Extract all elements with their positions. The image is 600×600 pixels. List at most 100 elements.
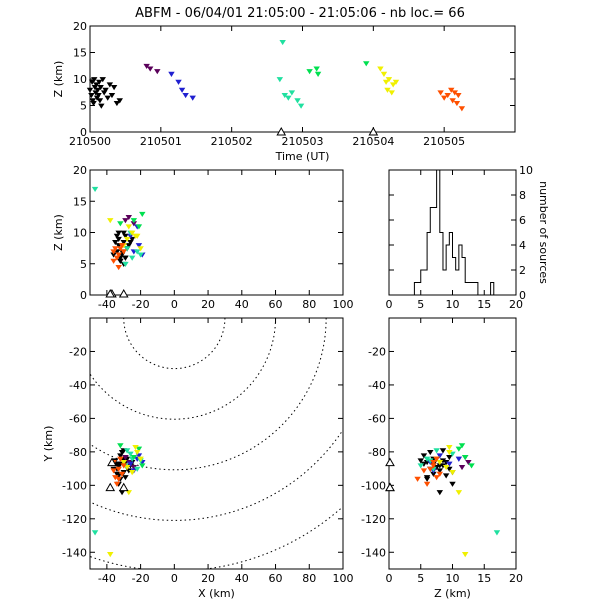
source-point [115,252,122,258]
source-point [384,87,391,93]
x_z-ylabel: Z (km) [52,214,65,251]
x_y-xtick-label: -20 [132,572,150,585]
z_hist-ytick-label: 8 [519,189,526,202]
source-point [127,451,134,457]
source-point [110,468,117,474]
station-marker [107,457,117,467]
range-ring [90,318,277,420]
source-point [90,100,97,107]
source-point [123,236,131,243]
time_z-ytick-label: 20 [73,20,87,33]
source-point [154,69,161,75]
station-marker [368,126,379,136]
x_y-xtick-label: 100 [333,572,354,585]
source-point [118,243,126,249]
source-point [439,448,447,454]
time_z-ytick-label: 0 [80,126,87,139]
source-point [123,246,131,252]
source-point [468,463,475,469]
source-point [130,454,138,461]
x_y-xtick-label: 80 [302,572,316,585]
source-point [128,470,136,476]
time_z-xtick-label: 210503 [282,135,324,148]
x_y-xlabel: X (km) [198,587,235,600]
x_z-ytick-label: 0 [80,289,87,302]
source-point [392,79,400,85]
source-point [117,453,124,459]
z_hist-xtick-label: 0 [386,298,393,311]
x_y-xtick-label: -40 [98,572,116,585]
source-point [89,98,97,104]
x_z-xtick-label: -20 [132,298,150,311]
x_z-ytick-label: 5 [80,258,87,271]
source-point [128,255,136,261]
x_y-xtick-label: 40 [235,572,249,585]
source-point [380,71,388,77]
source-point [139,463,146,469]
x_z-xtick-label: 100 [333,298,354,311]
z_y-ytick-label: -140 [361,546,386,559]
source-point [446,444,453,451]
x_y-frame [89,317,344,570]
z_y-xlabel: Z (km) [434,587,471,600]
source-point [363,61,370,67]
source-point [446,466,453,472]
source-point [88,79,96,85]
z_y-xtick-label: 10 [446,572,460,585]
z_hist-ytick-label: 6 [519,214,526,227]
source-point [106,82,114,88]
source-point [125,224,133,230]
source-point [134,466,141,472]
z_hist-steps [392,169,497,296]
source-point [115,264,122,271]
source-point [134,449,141,456]
x_z-xtick-label: 0 [171,298,178,311]
source-point [120,463,127,469]
x_z-ytick-label: 10 [73,227,87,240]
source-point [385,77,393,83]
source-point [134,249,141,255]
source-point [168,71,175,77]
z_y-ytick-label: -120 [361,513,386,526]
source-point [91,186,99,193]
x_y-ytick-label: -20 [69,345,87,358]
source-point [117,258,124,264]
source-point [433,448,440,454]
source-point [279,40,286,46]
x_z-xtick-label: 20 [201,298,215,311]
source-point [135,243,143,249]
x_y-ytick-label: -140 [62,546,87,559]
source-point [281,93,289,99]
z_hist-ytick-label: 0 [519,289,526,302]
time_z-ytick-label: 10 [73,73,87,86]
source-point [455,456,463,462]
z_y-ytick-label: -20 [368,345,386,358]
source-point [451,90,459,96]
source-point [430,460,437,466]
source-point [125,214,133,221]
time_z-xtick-label: 210504 [352,135,394,148]
x_y-xtick-label: 60 [269,572,283,585]
source-point [123,448,131,454]
source-point [276,77,284,83]
z_y-xtick-label: 15 [477,572,491,585]
x_z-ytick-label: 15 [73,195,87,208]
source-point [137,456,144,462]
z_hist-xtick-label: 10 [446,298,460,311]
source-point [388,90,395,96]
source-point [102,87,109,93]
source-point [113,255,121,261]
x_z-xtick-label: 80 [302,298,316,311]
source-point [110,249,117,255]
source-point [122,218,129,224]
source-point [97,85,104,91]
source-point [178,87,186,93]
x_y-xtick-label: 20 [201,572,215,585]
source-point [115,476,122,482]
source-point [98,103,105,109]
source-point [139,211,146,218]
source-point [427,466,434,472]
source-point [94,87,102,93]
source-point [442,465,450,471]
x_y-ytick-label: -100 [62,479,87,492]
